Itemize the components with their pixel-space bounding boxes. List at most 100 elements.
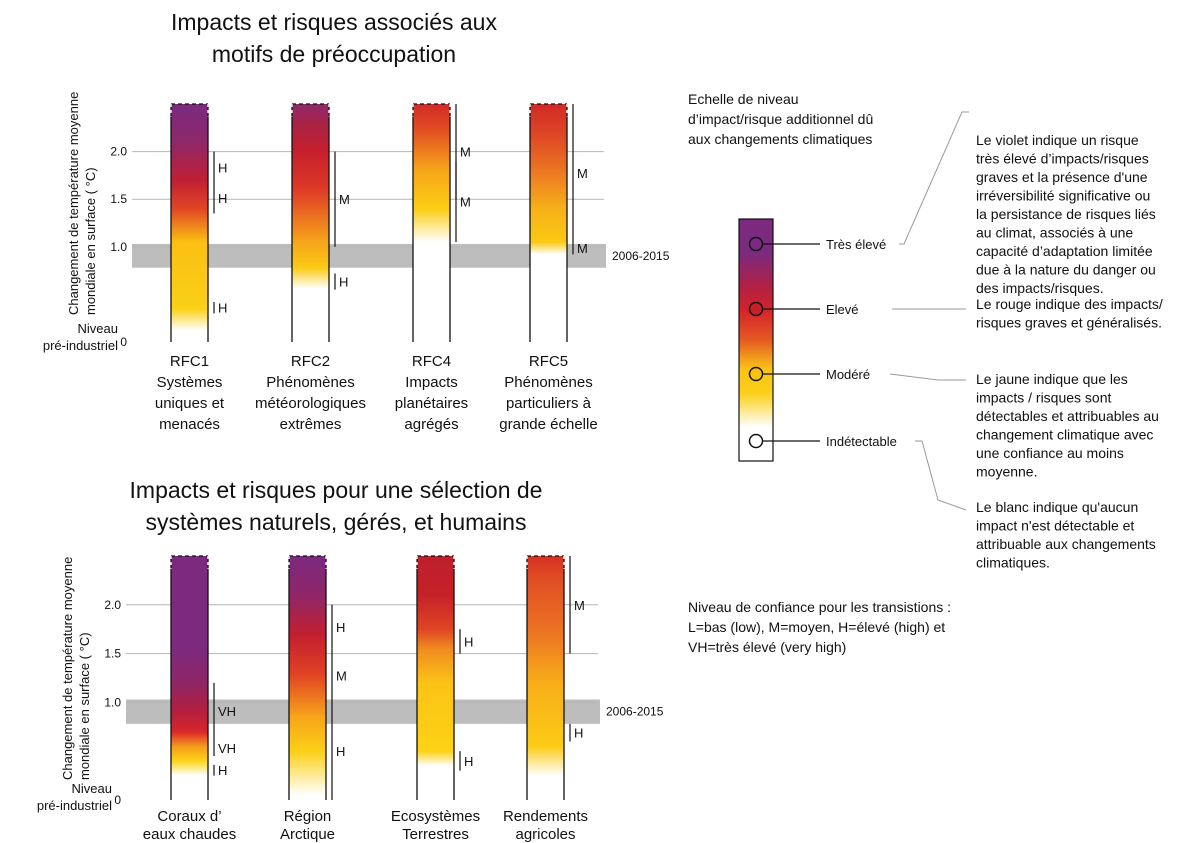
panel-systems-ylabel-line-2: mondiale en surface ( °C) (77, 632, 92, 780)
reference-band-label: 2006-2015 (606, 705, 664, 719)
panel-rfc-baseline-label-line-1: Niveau (78, 321, 118, 336)
bar-label-line: RFC2 (291, 353, 330, 370)
panel-systems: Impacts et risques pour une sélection de… (37, 477, 664, 843)
confidence-note-line-1: Niveau de confiance pour les transistion… (688, 599, 951, 615)
legend-level-description: climatiques. (976, 555, 1050, 571)
legend-color-scale (738, 218, 774, 462)
bar-systems-1: H VH VH Coraux d’eaux chaudes (143, 555, 236, 843)
legend-level-label: Indétectable (826, 434, 897, 449)
bar-fill (527, 556, 564, 800)
bar-label-line: Phénomènes (266, 374, 354, 391)
y-tick-label: 1.5 (104, 647, 121, 661)
legend-leader-line (889, 373, 966, 381)
legend-marker (748, 366, 764, 382)
legend-level-label: Très élevé (826, 237, 886, 252)
panel-systems-ylabel-line-1: Changement de température moyenne (60, 557, 75, 780)
transition-confidence-label: VH (218, 741, 236, 756)
bar-label-line: Région (284, 808, 332, 825)
legend-heading-line-3: aux changements climatiques (688, 131, 872, 147)
transition-confidence-label: M (574, 598, 585, 613)
legend-level-description: graves et la présence d'une (976, 169, 1148, 185)
bar-fill (171, 556, 208, 800)
bar-label-line: planétaires (395, 395, 468, 412)
panel-systems-title-line-1: Impacts et risques pour une sélection de (130, 477, 543, 503)
bar-label-line: menacés (159, 416, 220, 433)
transition-confidence-label: M (339, 192, 350, 207)
transition-confidence-label: H (339, 275, 348, 290)
bar-rfc-4: M M RFC5 Phénomènes particuliers à grande éch… (499, 103, 598, 433)
legend-level-description: Le rouge indique des impacts/ (976, 296, 1163, 312)
bar-label-line: RFC1 (170, 353, 209, 370)
transition-confidence-label: M (577, 166, 588, 181)
legend-level-description: risques graves et généralisés. (976, 315, 1162, 331)
bar-label-line: Coraux d’ (157, 808, 221, 825)
legend-heading-line-2: d’impact/risque additionnel dû (688, 111, 873, 127)
bar-label-line: grande échelle (499, 416, 597, 433)
bar-label-line: Rendements (503, 808, 588, 825)
bar-rfc-1: H H H RFC1 Systèmes uniques et menacés (155, 103, 227, 433)
legend-item-1: Très élevé Le violet indique un risque trè… (748, 132, 1156, 296)
bar-label-line: agricoles (515, 826, 575, 843)
legend-leader-line (915, 440, 967, 511)
legend-leader-line (899, 111, 969, 245)
bar-label-line: Impacts (405, 374, 458, 391)
legend-level-description: capacité d’adaptation limitée (976, 243, 1153, 259)
legend-level-description: irréversibilité significative ou (976, 188, 1150, 204)
bar-label-line: uniques et (155, 395, 225, 412)
legend-level-description: changement climatique avec (976, 427, 1153, 443)
transition-confidence-label: VH (218, 704, 236, 719)
legend-marker (748, 433, 764, 449)
bar-fill (530, 104, 567, 342)
legend-item-4: Indétectable Le blanc indique qu'aucun imp… (748, 433, 1156, 571)
y-tick-label: 2.0 (110, 145, 127, 159)
bar-fill (413, 104, 450, 342)
y-tick-label: 1.0 (110, 240, 127, 254)
y-tick-label: 0 (120, 335, 127, 349)
bar-label-line: Systèmes (157, 374, 223, 391)
y-tick-label: 1.5 (110, 192, 127, 206)
bar-label-line: Terrestres (402, 826, 469, 843)
transition-confidence-label: H (464, 754, 473, 769)
confidence-note-line-3: VH=très élevé (very high) (688, 639, 846, 655)
reference-band (132, 243, 606, 268)
legend-level-label: Elevé (826, 302, 859, 317)
legend-level-description: la persistance de risques liés (976, 206, 1156, 222)
panel-rfc-ylabel-line-1: Changement de température moyenne (66, 92, 81, 315)
bar-fill (292, 104, 329, 342)
bar-label-line: eaux chaudes (143, 826, 236, 843)
panel-systems-grid: 2006-2015 0 1.0 1.5 2.0 (104, 598, 663, 807)
bar-label-line: RFC4 (412, 353, 451, 370)
panel-systems-baseline-label-line-1: Niveau (72, 781, 112, 796)
transition-confidence-label: H (574, 726, 583, 741)
bar-fill (417, 556, 454, 800)
transition-confidence-label: H (218, 301, 227, 316)
panel-rfc-title-line-2: motifs de préoccupation (212, 41, 456, 67)
bar-rfc-2: H M RFC2 Phénomènes météorologiques extrêmes (255, 103, 366, 433)
bar-fill (289, 556, 326, 800)
legend-level-description: Le blanc indique qu'aucun (976, 499, 1138, 515)
legend-level-description: due à la nature du danger ou (976, 262, 1156, 278)
panel-systems-bars: H VH VH Coraux d’eaux chaudes H M H RégionArcti… (143, 555, 588, 843)
legend-items: Très élevé Le violet indique un risque trè… (748, 111, 1163, 571)
legend-level-description: attribuable aux changements (976, 536, 1156, 552)
bar-label-line: Phénomènes (504, 374, 592, 391)
legend-level-description: des impacts/risques. (976, 280, 1104, 296)
transition-confidence-label: H (218, 763, 227, 778)
panel-rfc-ylabel-line-2: mondiale en surface ( °C) (83, 167, 98, 315)
bar-label-line: agrégés (404, 416, 458, 433)
bar-label-line: météorologiques (255, 395, 366, 412)
y-tick-label: 1.0 (104, 695, 121, 709)
legend-level-description: moyenne. (976, 464, 1037, 480)
legend: Echelle de niveau d’impact/risque additi… (688, 91, 1163, 571)
legend-level-description: impacts / risques sont (976, 390, 1111, 406)
y-tick-label: 0 (114, 793, 121, 807)
panel-rfc-grid: 2006-2015 0 1.0 1.5 2.0 (110, 145, 669, 349)
transition-confidence-label: H (218, 191, 227, 206)
legend-item-3: Modéré Le jaune indique que les impacts / … (748, 366, 1159, 480)
legend-marker (748, 236, 764, 252)
panel-rfc-baseline-label-line-2: pré-industriel (43, 338, 118, 353)
legend-heading-line-1: Echelle de niveau (688, 91, 799, 107)
